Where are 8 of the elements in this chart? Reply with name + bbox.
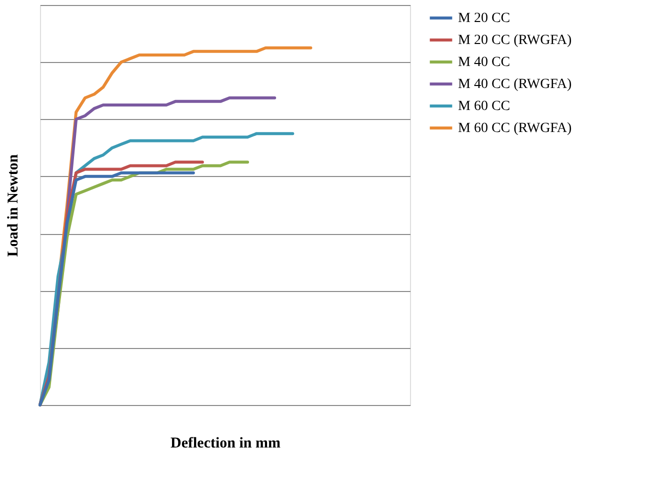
legend-label: M 40 CC (RWGFA) bbox=[458, 77, 572, 92]
legend-label: M 60 CC (RWGFA) bbox=[458, 121, 572, 136]
legend-label: M 20 CC (RWGFA) bbox=[458, 33, 572, 48]
x-axis-title: Deflection in mm bbox=[170, 436, 281, 452]
legend-label: M 60 CC bbox=[458, 99, 510, 114]
y-axis-title: Load in Newton bbox=[6, 154, 22, 257]
legend-label: M 40 CC bbox=[458, 55, 510, 70]
legend-label: M 20 CC bbox=[458, 11, 510, 26]
